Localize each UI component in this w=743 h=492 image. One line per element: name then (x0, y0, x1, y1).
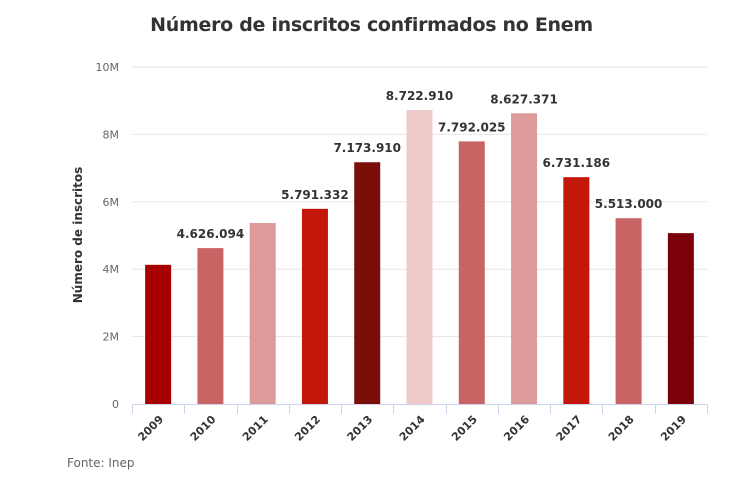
x-axis: 2009 2010 2011 2012 2013 2014 2015 2016 2017 2018… (132, 404, 708, 444)
y-axis-label: Número de inscritos (71, 167, 85, 304)
data-label-2017: 6.731.186 (543, 156, 611, 170)
x-tick-label: 2010 (188, 413, 219, 444)
data-label-2012: 5.791.332 (281, 188, 349, 202)
y-tick-label: 8M (103, 128, 120, 141)
chart-title: Número de inscritos confirmados no Enem (150, 14, 593, 36)
y-tick-label: 10M (96, 61, 120, 74)
x-tick-label: 2015 (449, 413, 480, 444)
x-tick-label: 2014 (397, 413, 428, 444)
bar-2019[interactable] (667, 233, 694, 404)
x-tick-label: 2018 (606, 413, 637, 444)
x-tick-label: 2012 (292, 413, 323, 444)
bar-2013[interactable] (354, 162, 381, 404)
bar-2011[interactable] (249, 223, 276, 404)
bar-2017[interactable] (563, 177, 590, 404)
x-tick-label: 2016 (501, 413, 532, 444)
source-note: Fonte: Inep (67, 456, 135, 470)
y-tick-label: 6M (103, 196, 120, 209)
data-label-2010: 4.626.094 (177, 227, 245, 241)
bar-2009[interactable] (145, 264, 172, 404)
data-label-2013: 7.173.910 (333, 141, 401, 155)
data-label-2016: 8.627.371 (490, 92, 558, 106)
y-tick-label: 0 (112, 398, 119, 411)
y-axis-ticks: 0 2M 4M 6M 8M 10M (96, 61, 120, 411)
x-tick-label: 2009 (135, 413, 166, 444)
x-tick-label: 2017 (554, 413, 585, 444)
x-tick-label: 2011 (240, 413, 271, 444)
x-tick-label: 2013 (345, 413, 376, 444)
x-tick-label: 2019 (658, 413, 689, 444)
data-label-2015: 7.792.025 (438, 120, 506, 134)
bar-2018[interactable] (615, 218, 642, 404)
bar-2016[interactable] (511, 113, 538, 404)
bar-2010[interactable] (197, 248, 224, 404)
bar-2015[interactable] (458, 141, 485, 404)
bar-2012[interactable] (301, 208, 328, 404)
data-label-2018: 5.513.000 (595, 197, 663, 211)
bars (145, 110, 694, 404)
data-label-2014: 8.722.910 (386, 89, 454, 103)
bar-2014[interactable] (406, 110, 433, 404)
y-tick-label: 2M (103, 331, 120, 344)
y-tick-label: 4M (103, 263, 120, 276)
data-labels: 4.626.094 5.791.332 7.173.910 8.722.910 7.79… (177, 89, 663, 241)
